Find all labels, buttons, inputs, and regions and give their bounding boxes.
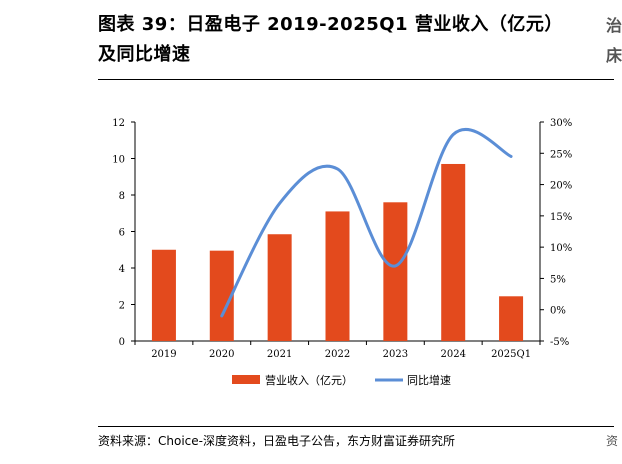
bar-2021 <box>267 234 292 341</box>
growth-line-path <box>220 127 513 318</box>
left-y-axis: 0 2 4 6 8 10 12 <box>112 118 136 348</box>
edge-text-fragment: 治 <box>606 16 622 35</box>
left-tick-label: 12 <box>112 118 125 129</box>
right-tick-label: 0% <box>550 306 566 317</box>
left-tick-label: 4 <box>119 264 125 275</box>
x-tick-label: 2024 <box>440 349 465 360</box>
growth-line <box>220 127 513 318</box>
chart-title-line-2: 及同比增速 <box>98 44 191 65</box>
right-tick-label: 10% <box>550 243 572 254</box>
left-tick-label: 0 <box>119 337 125 348</box>
bar-2022 <box>325 211 350 341</box>
x-tick-label: 2021 <box>267 349 292 360</box>
right-tick-label: 15% <box>550 212 572 223</box>
right-tick-label: -5% <box>550 337 569 348</box>
source-rule <box>98 426 614 427</box>
edge-text-fragment: 资 <box>606 434 619 448</box>
x-tick-label: 2020 <box>209 349 234 360</box>
bar-2024 <box>441 163 466 341</box>
legend-label-growth: 同比增速 <box>407 373 451 387</box>
x-tick-label: 2025Q1 <box>491 349 531 360</box>
left-tick-label: 8 <box>119 191 125 202</box>
x-axis: 2019 2020 2021 2022 2023 2024 2025Q1 <box>134 340 541 360</box>
left-tick-label: 10 <box>112 155 125 166</box>
right-tick-label: 25% <box>550 149 572 160</box>
x-tick-label: 2023 <box>383 349 408 360</box>
revenue-bars <box>151 163 524 341</box>
source-note: 资料来源：Choice-深度资料，日盈电子公告，东方财富证券研究所 <box>98 434 455 448</box>
right-y-axis: -5% 0% 5% 10% 15% 20% 25% 30% <box>539 118 572 348</box>
x-tick-label: 2022 <box>325 349 350 360</box>
title-rule <box>98 79 614 80</box>
left-tick-label: 2 <box>119 301 125 312</box>
bar-2025Q1 <box>499 296 524 341</box>
right-tick-label: 20% <box>550 181 572 192</box>
right-tick-label: 30% <box>550 118 572 129</box>
right-tick-label: 5% <box>550 274 566 285</box>
left-tick-label: 6 <box>119 228 125 239</box>
chart-title-line-1: 图表 39：日盈电子 2019-2025Q1 营业收入（亿元） <box>98 14 563 35</box>
edge-text-fragment: 床 <box>606 46 622 65</box>
x-tick-label: 2019 <box>151 349 176 360</box>
legend: 营业收入（亿元） 同比增速 <box>232 373 451 387</box>
legend-label-revenue: 营业收入（亿元） <box>265 373 353 387</box>
bar-2023 <box>383 202 408 341</box>
legend-swatch-revenue <box>232 375 260 384</box>
bar-2019 <box>151 249 176 341</box>
